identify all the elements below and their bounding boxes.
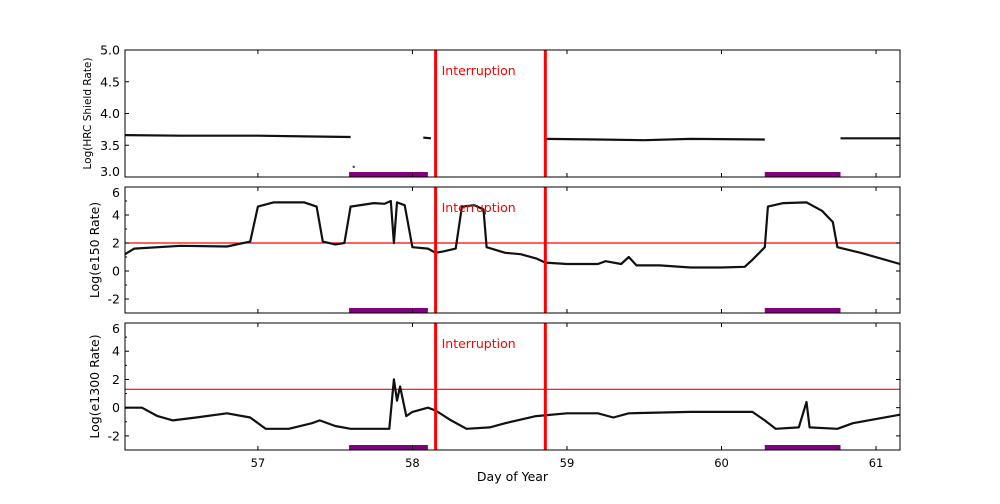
- y-tick-label: 3.0: [100, 164, 120, 179]
- y-tick-label: 4.5: [100, 74, 120, 89]
- y-tick-label: -2: [108, 292, 120, 307]
- data-line: [124, 199, 901, 269]
- y-axis-label: Log(HRC Shield Rate): [82, 58, 94, 170]
- y-axis-label: Log(e1300 Rate): [87, 334, 102, 438]
- data-line: [545, 137, 765, 142]
- y-tick-label: 4: [112, 208, 120, 223]
- x-tick-label: 59: [560, 456, 575, 470]
- purple-bar: [349, 172, 428, 177]
- purple-bar: [764, 308, 841, 313]
- panel-2: Interruption -2 0 2 4 6 Log(e150 Rate): [87, 185, 901, 314]
- x-tick-label: 57: [251, 456, 266, 470]
- axes-frame: [124, 322, 901, 451]
- purple-bar: [764, 172, 841, 177]
- y-tick-label: 3.5: [100, 138, 120, 153]
- data-line: [125, 378, 901, 430]
- interruption-label: Interruption: [442, 63, 516, 78]
- x-axis-label: Day of Year: [477, 469, 549, 484]
- y-tick-label: 6: [112, 321, 120, 336]
- axes-frame: [124, 186, 901, 314]
- y-tick-label: 0: [112, 400, 120, 415]
- y-tick-label: 0: [112, 264, 120, 279]
- data-line: [124, 134, 351, 139]
- interruption-label: Interruption: [442, 200, 516, 215]
- purple-bar: [349, 445, 428, 450]
- y-tick-label: 2: [112, 236, 120, 251]
- y-tick-label: 5.0: [100, 43, 120, 58]
- y-tick-label: 4: [112, 344, 120, 359]
- data-point: [352, 165, 355, 169]
- x-tick-label: 58: [405, 456, 420, 470]
- x-tick-label: 60: [714, 456, 729, 470]
- panel-3: Interruption -2 0 2 4 6 57 58 59 60 61 Log(e1300 Ra…: [87, 321, 901, 484]
- panel-1: Interruption 3.0 3.5 4.0 4.5 5.0 Log(HRC Shiel…: [82, 43, 901, 179]
- x-tick-label: 61: [869, 456, 884, 470]
- purple-bar: [764, 445, 841, 450]
- interruption-label: Interruption: [442, 336, 516, 351]
- data-line: [423, 136, 432, 140]
- y-axis-label: Log(e150 Rate): [87, 202, 102, 298]
- y-tick-label: 2: [112, 372, 120, 387]
- y-tick-label: -2: [108, 428, 120, 443]
- y-tick-label: 4.0: [100, 106, 120, 121]
- y-tick-label: 6: [112, 185, 120, 200]
- purple-bar: [349, 308, 428, 313]
